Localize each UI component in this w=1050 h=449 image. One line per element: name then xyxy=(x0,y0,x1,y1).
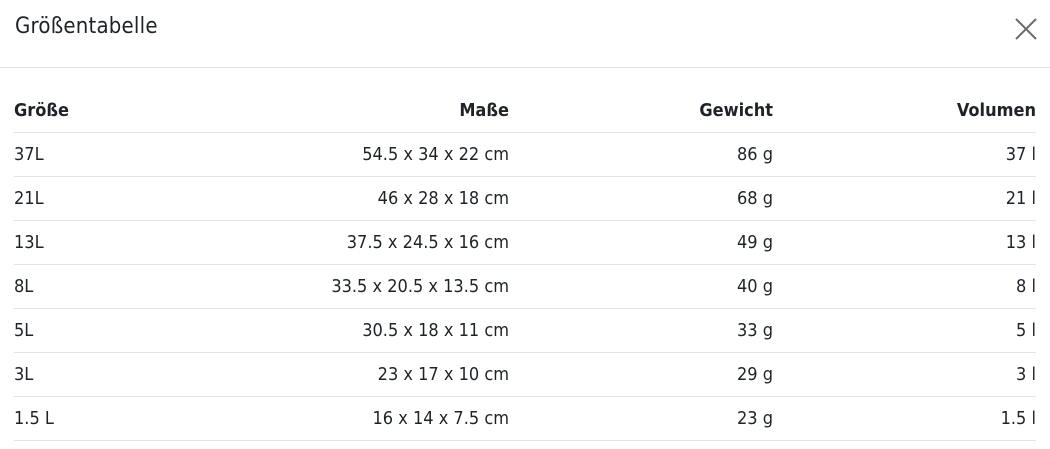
cell-size: 3L xyxy=(14,352,184,397)
cell-dimensions: 46 x 28 x 18 cm xyxy=(184,176,509,221)
table-row: 21L 46 x 28 x 18 cm 68 g 21 l xyxy=(14,176,1036,221)
header-dimensions: Maße xyxy=(184,88,509,133)
cell-weight: 23 g xyxy=(509,396,773,441)
cell-size: 1.5 L xyxy=(14,396,184,441)
header-divider xyxy=(0,67,1050,68)
table-row: 37L 54.5 x 34 x 22 cm 86 g 37 l xyxy=(14,132,1036,177)
cell-weight: 40 g xyxy=(509,264,773,309)
cell-dimensions: 23 x 17 x 10 cm xyxy=(184,352,509,397)
dialog-title: Größentabelle xyxy=(15,14,158,39)
cell-weight: 33 g xyxy=(509,308,773,353)
cell-dimensions: 37.5 x 24.5 x 16 cm xyxy=(184,220,509,265)
cell-weight: 86 g xyxy=(509,132,773,177)
cell-volume: 3 l xyxy=(773,352,1036,397)
cell-size: 37L xyxy=(14,132,184,177)
table-header-row: Größe Maße Gewicht Volumen xyxy=(14,88,1036,133)
header-size: Größe xyxy=(14,88,184,133)
cell-size: 21L xyxy=(14,176,184,221)
close-button[interactable] xyxy=(1014,17,1038,41)
cell-dimensions: 54.5 x 34 x 22 cm xyxy=(184,132,509,177)
cell-volume: 5 l xyxy=(773,308,1036,353)
cell-volume: 37 l xyxy=(773,132,1036,177)
cell-dimensions: 30.5 x 18 x 11 cm xyxy=(184,308,509,353)
cell-volume: 13 l xyxy=(773,220,1036,265)
cell-volume: 8 l xyxy=(773,264,1036,309)
cell-weight: 49 g xyxy=(509,220,773,265)
table-row: 13L 37.5 x 24.5 x 16 cm 49 g 13 l xyxy=(14,220,1036,265)
cell-size: 5L xyxy=(14,308,184,353)
cell-volume: 1.5 l xyxy=(773,396,1036,441)
size-table: Größe Maße Gewicht Volumen 37L 54.5 x 34 … xyxy=(14,88,1036,441)
close-icon[interactable] xyxy=(1014,17,1038,41)
cell-dimensions: 33.5 x 20.5 x 13.5 cm xyxy=(184,264,509,309)
cell-weight: 68 g xyxy=(509,176,773,221)
cell-dimensions: 16 x 14 x 7.5 cm xyxy=(184,396,509,441)
cell-size: 8L xyxy=(14,264,184,309)
table-row: 1.5 L 16 x 14 x 7.5 cm 23 g 1.5 l xyxy=(14,396,1036,441)
header-weight: Gewicht xyxy=(509,88,773,133)
cell-size: 13L xyxy=(14,220,184,265)
header-volume: Volumen xyxy=(773,88,1036,133)
cell-weight: 29 g xyxy=(509,352,773,397)
cell-volume: 21 l xyxy=(773,176,1036,221)
